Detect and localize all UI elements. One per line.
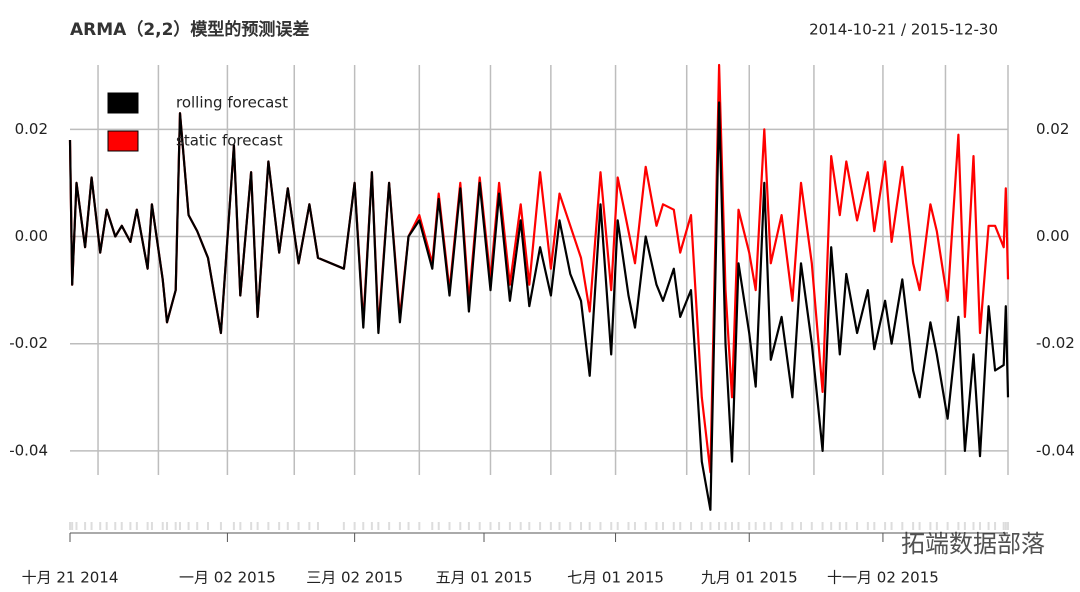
- x-tick-label: 十月 21 2014: [22, 569, 119, 587]
- legend-swatch: [107, 92, 139, 114]
- date-range: 2014-10-21 / 2015-12-30: [809, 21, 998, 39]
- legend-label: static forecast: [176, 132, 283, 150]
- y-tick-label: -0.02: [9, 334, 48, 352]
- x-tick-label: 九月 01 2015: [701, 569, 798, 587]
- legend-swatch: [107, 130, 139, 152]
- legend-label: rolling forecast: [176, 94, 288, 112]
- y-tick-label: -0.04: [9, 441, 48, 459]
- x-tick-label: 七月 01 2015: [567, 569, 664, 587]
- x-tick-label: 三月 02 2015: [306, 569, 403, 587]
- series-line: [68, 101, 1010, 511]
- chart-title: ARMA（2,2）模型的预测误差: [70, 19, 309, 40]
- watermark: 拓端数据部落: [901, 530, 1045, 558]
- y-tick-label: 0.00: [15, 227, 48, 245]
- y-tick-label: 0.02: [15, 120, 48, 138]
- y2-tick-label: 0.02: [1036, 120, 1069, 138]
- x-tick-label: 五月 01 2015: [436, 569, 533, 587]
- x-tick-label: 一月 02 2015: [179, 569, 276, 587]
- y2-tick-label: -0.04: [1036, 441, 1075, 459]
- y2-tick-label: 0.00: [1036, 227, 1069, 245]
- x-tick-label: 十一月 02 2015: [827, 569, 939, 587]
- y2-tick-label: -0.02: [1036, 334, 1075, 352]
